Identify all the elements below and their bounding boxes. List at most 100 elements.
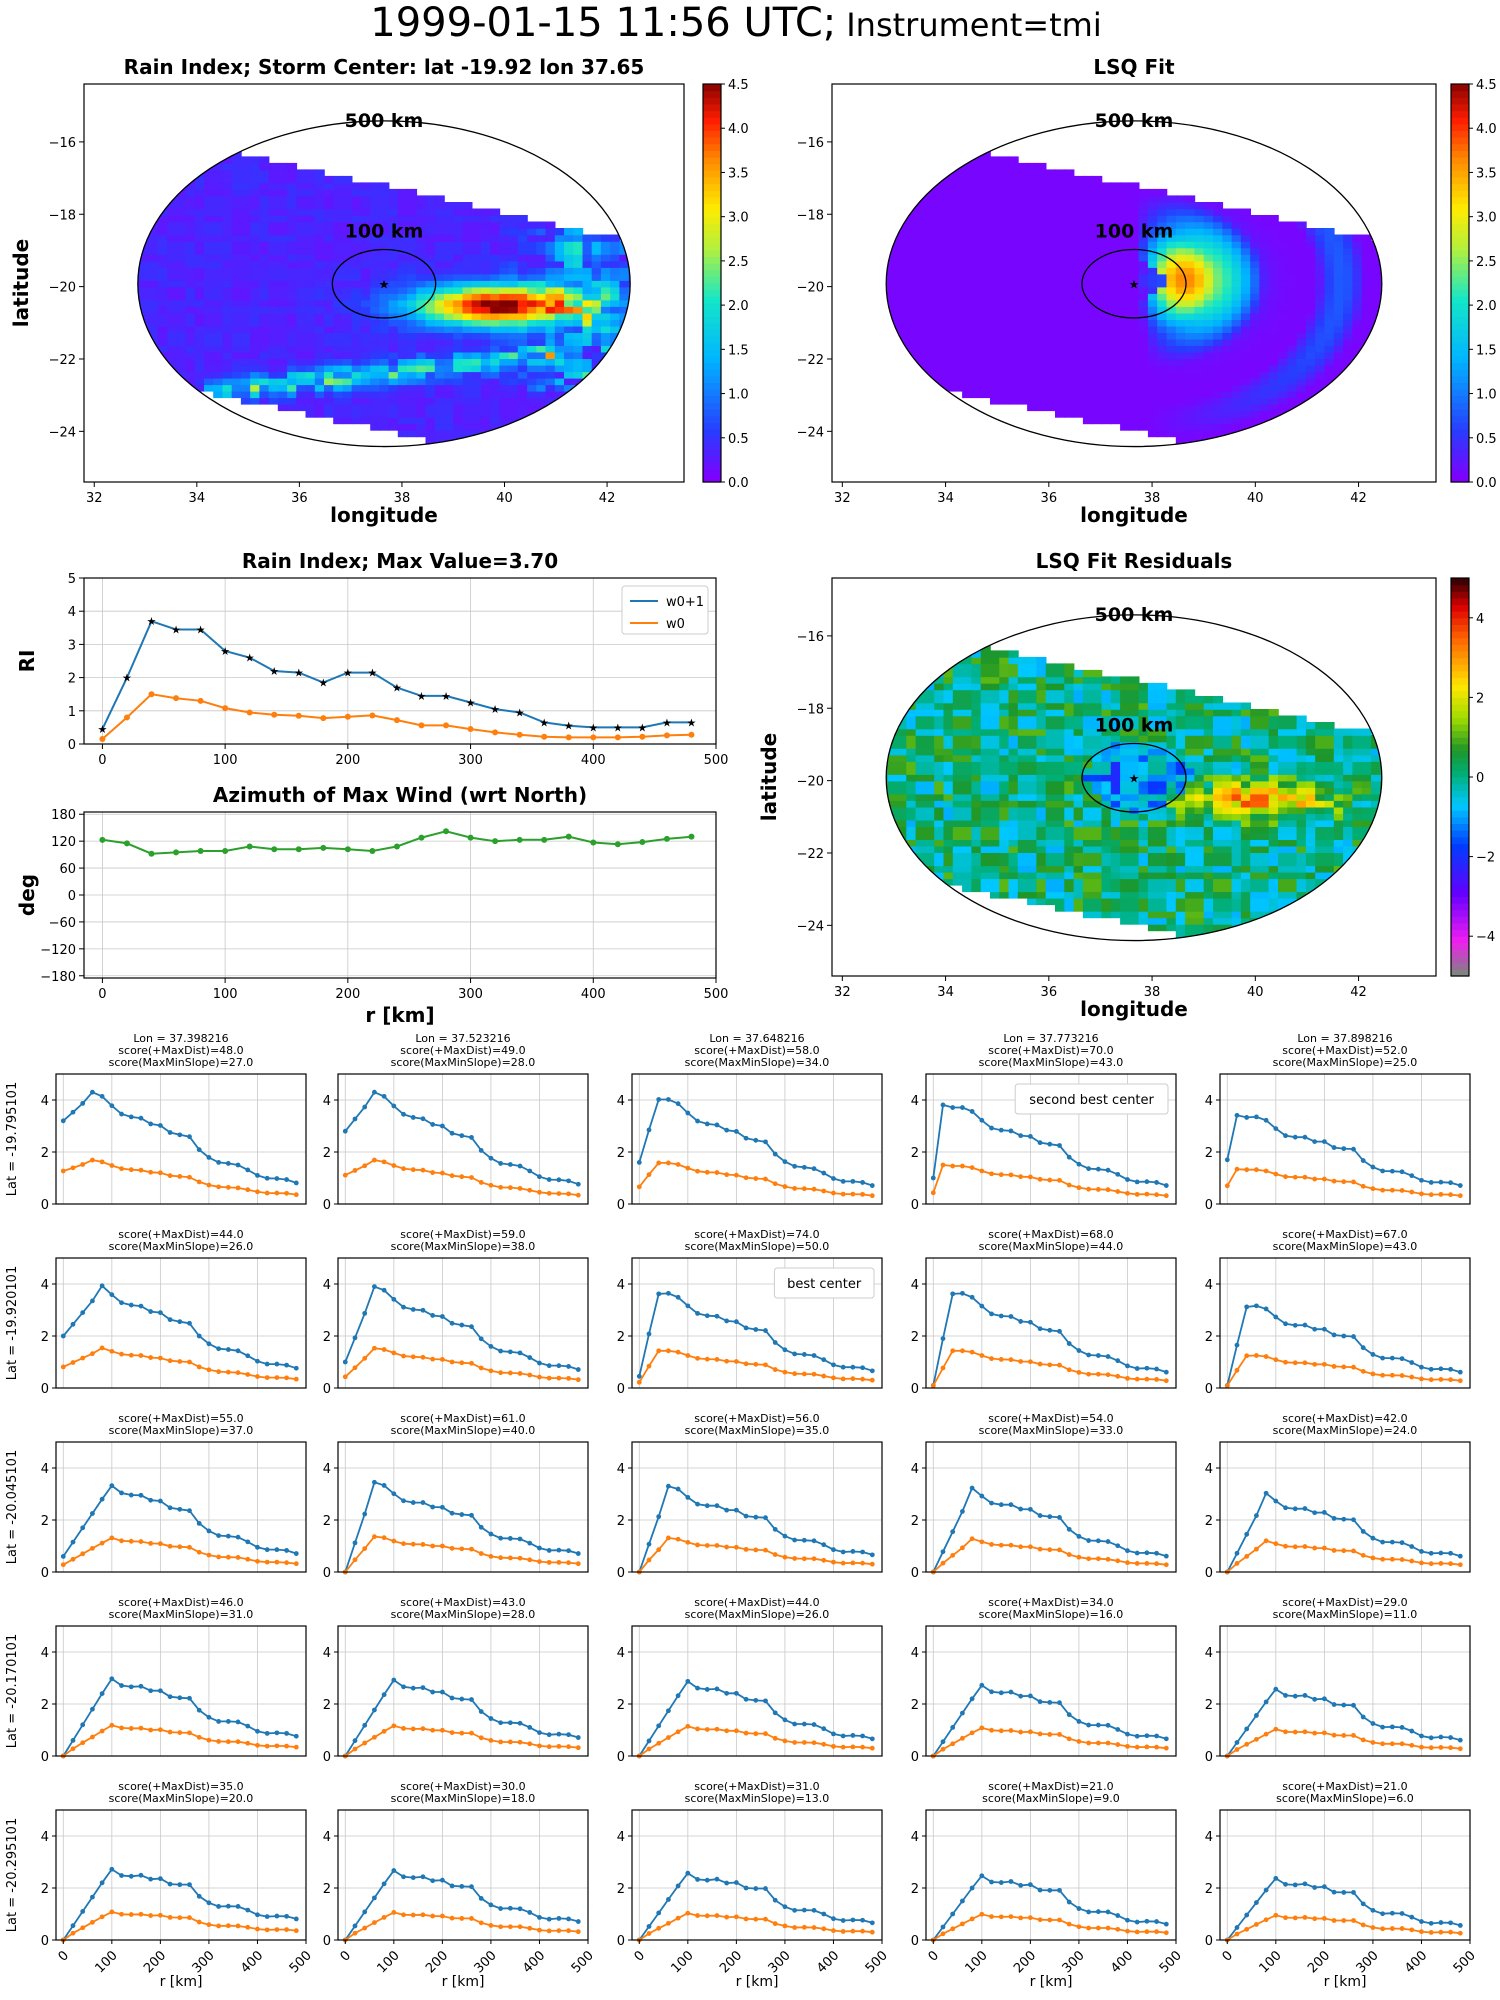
map-cell <box>610 293 621 301</box>
map-cell <box>1361 319 1372 327</box>
map-cell <box>906 319 917 327</box>
map-cell <box>554 429 565 438</box>
map-cell <box>1185 241 1196 249</box>
map-cell <box>222 319 233 327</box>
map-cell <box>1380 390 1382 399</box>
map-cell <box>296 332 307 340</box>
map-cell <box>121 267 131 274</box>
map-cell <box>379 377 390 386</box>
map-cell <box>924 273 935 281</box>
map-cell <box>287 358 298 366</box>
map-cell <box>1055 260 1066 268</box>
map-cell <box>684 365 694 372</box>
map-cell <box>324 195 334 203</box>
map-cell <box>1361 358 1372 366</box>
map-cell <box>1231 215 1242 223</box>
map-cell <box>886 345 889 353</box>
map-cell <box>1324 403 1335 412</box>
map-cell <box>600 319 611 327</box>
map-cell <box>213 351 224 359</box>
map-cell <box>93 228 103 235</box>
map-cell <box>1352 397 1363 405</box>
map-cell <box>314 188 325 197</box>
map-cell <box>453 332 464 340</box>
map-cell <box>324 384 334 392</box>
map-cell <box>360 358 371 366</box>
map-cell <box>259 254 270 262</box>
map-cell <box>137 162 141 171</box>
map-cell <box>250 299 261 307</box>
map-cell <box>887 136 898 145</box>
map-cell <box>397 371 408 379</box>
map-cell <box>112 228 122 235</box>
map-cell <box>666 248 676 255</box>
map-cell <box>1092 332 1103 340</box>
map-cell <box>222 188 233 197</box>
map-cell <box>924 364 935 373</box>
map-cell <box>656 410 666 417</box>
map-cell <box>860 280 870 287</box>
map-cell <box>1092 351 1103 359</box>
map-cell <box>471 293 482 301</box>
map-cell <box>1278 364 1289 373</box>
map-cell <box>647 378 657 385</box>
map-cell <box>342 397 353 405</box>
map-cell <box>499 228 510 236</box>
map-cell <box>176 241 187 249</box>
map-cell <box>1120 215 1131 223</box>
map-cell <box>1129 260 1140 268</box>
map-cell <box>1315 286 1326 294</box>
map-cell <box>1352 286 1363 294</box>
map-cell <box>93 130 103 137</box>
map-cell <box>999 306 1010 314</box>
map-cell <box>906 332 917 340</box>
map-cell <box>444 364 454 373</box>
map-cell <box>610 267 621 275</box>
map-cell <box>370 351 381 359</box>
map-cell <box>287 345 298 353</box>
map-cell <box>1324 371 1335 379</box>
map-cell <box>915 338 926 346</box>
map-cell <box>1333 280 1344 288</box>
map-cell <box>287 390 298 399</box>
map-cell <box>185 234 196 242</box>
map-cell <box>1231 436 1242 444</box>
map-cell <box>647 397 657 404</box>
map-cell <box>462 403 473 412</box>
map-cell <box>924 280 935 288</box>
map-cell <box>1045 403 1056 412</box>
map-cell <box>564 267 574 275</box>
map-cell <box>971 299 982 307</box>
map-cell <box>480 319 491 327</box>
map-cell <box>1250 254 1261 262</box>
map-cell <box>832 130 842 137</box>
map-cell <box>573 228 584 236</box>
map-cell <box>250 169 261 177</box>
map-cell <box>1296 312 1307 320</box>
map-cell <box>962 325 973 333</box>
map-cell <box>480 267 491 275</box>
map-xtick-label: 32 <box>86 491 103 506</box>
map-cell <box>296 299 307 307</box>
map-cell <box>600 293 611 301</box>
map-cell <box>139 345 150 353</box>
map-cell <box>647 345 657 352</box>
map-cell <box>1017 254 1028 262</box>
map-cell <box>1175 306 1186 314</box>
map-cell <box>250 234 261 242</box>
map-cell <box>157 234 168 242</box>
map-cell <box>370 234 381 242</box>
map-cell <box>1250 267 1261 275</box>
map-cell <box>564 234 574 242</box>
map-cell <box>213 175 224 184</box>
map-cell <box>508 215 519 223</box>
map-cell <box>185 345 196 353</box>
map-cell <box>351 286 362 294</box>
map-cell <box>952 169 963 177</box>
map-cell <box>1120 377 1131 386</box>
map-cell <box>268 182 279 190</box>
map-cell <box>167 280 178 288</box>
map-cell <box>121 215 131 222</box>
map-cell <box>1073 273 1084 281</box>
map-cell <box>84 358 94 365</box>
